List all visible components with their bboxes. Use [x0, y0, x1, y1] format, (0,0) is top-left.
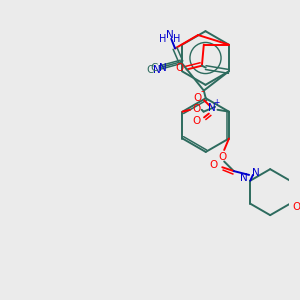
Text: N: N [208, 103, 216, 113]
Text: +: + [213, 98, 220, 106]
Text: O: O [293, 202, 300, 212]
Text: N: N [153, 64, 161, 74]
Text: O: O [192, 116, 200, 126]
Text: -: - [200, 86, 204, 97]
Text: C: C [150, 63, 158, 73]
Text: O: O [193, 104, 201, 114]
Text: C: C [146, 64, 154, 74]
Text: O: O [209, 160, 218, 170]
Text: O: O [193, 93, 202, 103]
Text: O: O [176, 63, 184, 73]
Text: O: O [218, 152, 226, 162]
Text: N: N [167, 30, 174, 40]
Text: N: N [252, 168, 260, 178]
Text: H: H [159, 34, 166, 44]
Text: N: N [240, 173, 248, 183]
Text: N: N [159, 63, 167, 73]
Text: H: H [173, 34, 181, 44]
